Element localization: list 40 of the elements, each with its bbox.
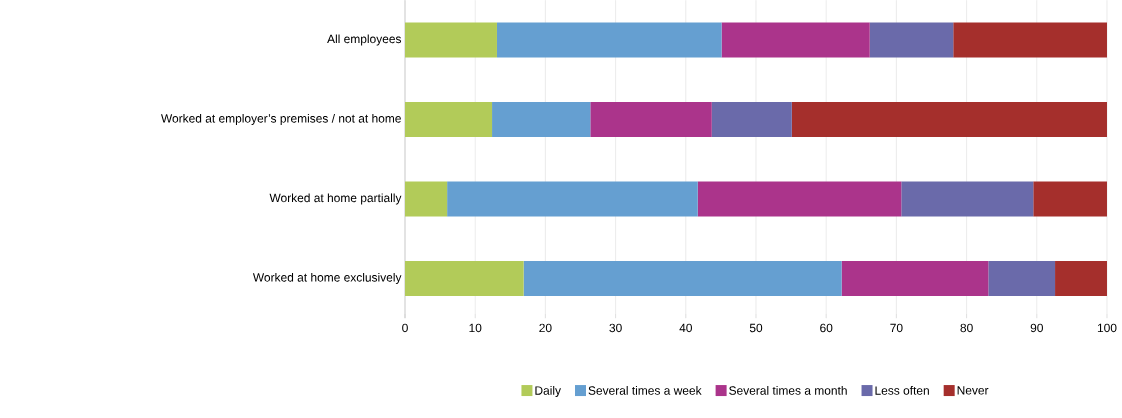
- legend-label: Several times a month: [729, 385, 847, 395]
- bar: [1055, 260, 1107, 296]
- legend-label: Less often: [875, 385, 929, 395]
- x-tick-label: 60: [820, 323, 833, 333]
- y-tick-label: Worked at home exclusively: [252, 272, 402, 284]
- bar: [523, 260, 842, 296]
- legend-label: Never: [957, 386, 989, 395]
- x-tick-label: 20: [539, 323, 552, 333]
- y-tick-label: Worked at home partially: [269, 193, 402, 205]
- bar: [1033, 181, 1107, 217]
- bar: [405, 22, 497, 58]
- x-tick-label: 40: [679, 323, 692, 333]
- x-tick-label: 0: [402, 323, 408, 333]
- bar: [841, 260, 989, 296]
- bar: [721, 22, 870, 58]
- bar: [590, 101, 712, 137]
- x-tick-label: 50: [749, 323, 763, 333]
- bar: [953, 22, 1107, 58]
- bar: [405, 101, 493, 137]
- bar: [791, 101, 1107, 137]
- bar: [405, 260, 524, 296]
- bar: [405, 181, 448, 217]
- bar: [492, 101, 591, 137]
- x-tick-label: 90: [1030, 323, 1043, 333]
- legend-label: Several times a week: [588, 385, 702, 395]
- bar: [447, 181, 698, 217]
- bar: [901, 181, 1034, 217]
- bar: [496, 22, 722, 58]
- x-tick-label: 80: [960, 323, 973, 333]
- x-tick-label: 100: [1097, 323, 1117, 333]
- bar: [988, 260, 1056, 296]
- bar: [869, 22, 954, 58]
- x-tick-label: 70: [890, 323, 903, 333]
- y-tick-label: All employees: [327, 34, 402, 46]
- y-tick-label: Worked at employer’s premises / not at home: [161, 113, 401, 125]
- bar: [697, 181, 902, 217]
- x-tick-label: 30: [609, 323, 622, 333]
- bar: [711, 101, 792, 137]
- legend-label: Daily: [535, 385, 561, 398]
- x-tick-label: 10: [469, 323, 482, 333]
